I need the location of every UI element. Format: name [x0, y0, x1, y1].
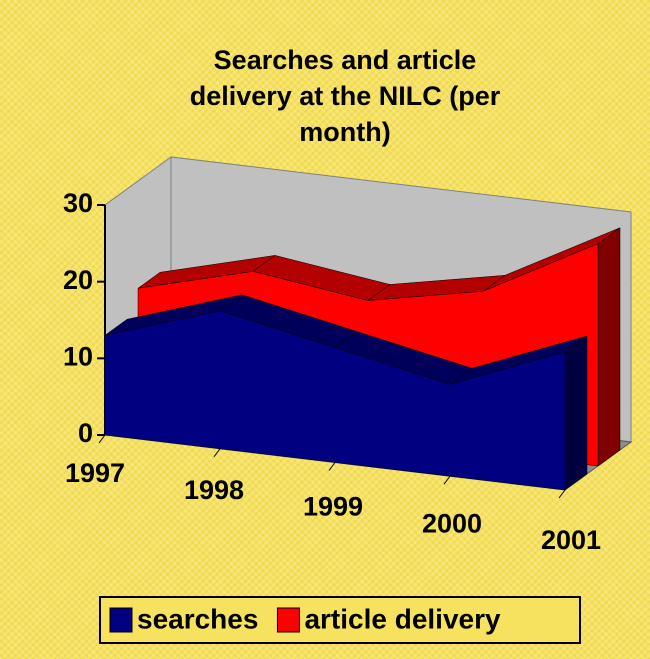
area: [104, 310, 566, 491]
x-tick-label: 2000: [422, 508, 482, 538]
legend-box: [99, 596, 581, 644]
x-tick: [213, 448, 221, 458]
area-side: [597, 227, 621, 467]
y-tick-label: 20: [63, 265, 93, 295]
y-tick-label: 30: [63, 188, 93, 218]
legend-swatch: [109, 607, 133, 633]
x-tick-label: 1997: [65, 458, 125, 488]
area-side: [564, 335, 588, 491]
legend-label: article delivery: [304, 603, 501, 634]
legend-label: searches: [137, 603, 258, 634]
x-tick-label: 2001: [541, 525, 601, 555]
x-tick: [98, 434, 106, 444]
x-tick: [558, 489, 566, 499]
y-tick-label: 0: [78, 418, 93, 448]
x-tick: [328, 462, 336, 471]
x-tick-label: 1998: [184, 475, 244, 505]
x-tick-label: 1999: [303, 492, 363, 522]
y-tick-label: 10: [63, 341, 93, 371]
chart-title: Searches and article delivery at the NIL…: [189, 45, 501, 147]
x-tick: [443, 475, 451, 485]
legend-swatch: [276, 607, 300, 633]
